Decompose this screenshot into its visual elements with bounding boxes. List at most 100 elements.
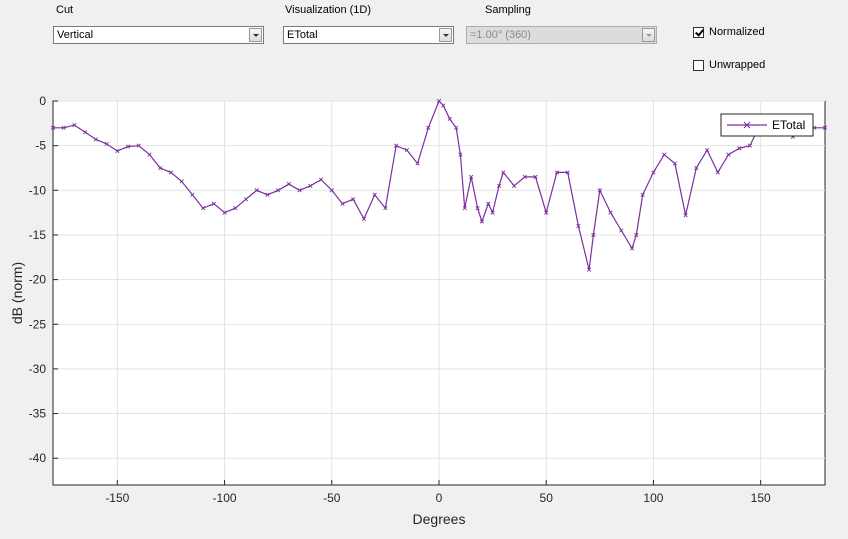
visualization-label: Visualization (1D) <box>285 4 372 16</box>
data-point <box>340 201 345 206</box>
legend[interactable]: ETotal <box>720 113 814 137</box>
data-point <box>286 181 292 187</box>
data-point <box>747 143 753 148</box>
data-point <box>168 170 174 175</box>
data-point <box>372 192 377 197</box>
data-point <box>72 122 77 128</box>
data-point <box>479 219 485 224</box>
sampling-label: Sampling <box>485 4 531 16</box>
x-tick-label: 50 <box>540 491 554 505</box>
chevron-down-icon[interactable] <box>642 28 655 42</box>
unwrapped-label: Unwrapped <box>709 59 766 71</box>
data-point <box>415 161 420 166</box>
data-point <box>576 223 581 229</box>
data-point <box>619 228 624 233</box>
data-point <box>486 201 491 206</box>
data-point <box>597 188 602 193</box>
y-axis-label: dB (norm) <box>9 262 25 324</box>
data-point <box>404 147 409 153</box>
data-point <box>694 165 699 171</box>
data-point <box>662 152 667 157</box>
data-point <box>393 143 399 148</box>
data-point <box>458 152 463 157</box>
x-tick-label: 0 <box>436 491 443 505</box>
data-point <box>93 137 99 142</box>
cut-select[interactable]: Vertical <box>53 26 264 44</box>
x-axis-label: Degrees <box>413 511 466 527</box>
data-point <box>586 267 592 272</box>
visualization-select[interactable]: ETotal <box>283 26 454 44</box>
data-point <box>533 174 538 180</box>
data-point <box>254 188 259 193</box>
data-point <box>147 152 152 157</box>
data-point <box>462 206 467 211</box>
data-point <box>651 170 656 175</box>
y-tick-label: 0 <box>39 94 46 108</box>
y-tick-label: -30 <box>29 362 47 376</box>
y-tick-label: -35 <box>29 407 47 421</box>
axis-ticks: -150 -100 -50 0 50 100 150 0 -5 -10 -15 -20 -25 -30 -3… <box>29 94 771 505</box>
data-point <box>475 206 480 211</box>
data-point <box>447 116 452 121</box>
data-point <box>554 170 560 175</box>
data-point <box>61 125 66 130</box>
data-point <box>361 216 367 221</box>
data-point <box>115 148 120 154</box>
checkbox-checked-icon[interactable] <box>693 26 704 38</box>
sampling-value: =1.00° (360) <box>470 29 531 41</box>
legend-entry-etotal: ETotal <box>772 118 805 132</box>
data-point <box>318 177 324 182</box>
y-tick-label: -20 <box>29 273 47 287</box>
data-point <box>591 232 596 238</box>
y-tick-label: -15 <box>29 228 47 242</box>
data-point <box>222 210 227 215</box>
chevron-down-icon[interactable] <box>439 28 452 42</box>
data-point <box>179 179 184 184</box>
data-point <box>190 192 195 197</box>
data-point <box>490 210 495 215</box>
data-point <box>308 183 313 188</box>
data-point <box>265 192 270 197</box>
data-point <box>233 206 238 211</box>
data-point <box>715 170 720 175</box>
data-point <box>211 201 216 206</box>
data-point <box>436 98 442 104</box>
y-tick-label: -10 <box>29 183 47 197</box>
cut-label: Cut <box>56 4 74 16</box>
data-point <box>683 213 688 218</box>
data-point <box>822 125 828 130</box>
normalized-checkbox[interactable]: Normalized <box>693 26 765 38</box>
data-point <box>511 183 517 188</box>
x-tick-label: 150 <box>751 491 771 505</box>
data-point <box>629 246 635 251</box>
data-point <box>672 161 678 166</box>
data-point <box>469 174 474 180</box>
x-tick-label: -100 <box>213 491 237 505</box>
data-point <box>83 130 88 135</box>
data-point <box>544 210 549 215</box>
cut-value: Vertical <box>57 29 94 41</box>
data-point <box>501 170 506 175</box>
chevron-down-icon[interactable] <box>249 28 262 42</box>
data-point <box>50 125 56 130</box>
checkbox-unchecked-icon[interactable] <box>693 59 704 71</box>
data-point <box>704 147 710 153</box>
data-point <box>104 141 109 146</box>
data-point <box>351 197 356 202</box>
data-point <box>522 174 527 180</box>
sampling-select[interactable]: =1.00° (360) <box>466 26 657 44</box>
unwrapped-checkbox[interactable]: Unwrapped <box>693 59 765 71</box>
data-point <box>136 143 141 148</box>
data-point <box>125 144 131 149</box>
y-tick-label: -25 <box>29 317 47 331</box>
data-point <box>158 165 163 171</box>
data-point <box>243 197 249 202</box>
data-point <box>297 188 302 193</box>
data-point <box>726 152 731 157</box>
data-point <box>383 206 388 211</box>
data-point <box>200 206 206 211</box>
x-tick-label: -50 <box>323 491 341 505</box>
data-point <box>329 188 334 193</box>
data-point <box>565 170 570 175</box>
